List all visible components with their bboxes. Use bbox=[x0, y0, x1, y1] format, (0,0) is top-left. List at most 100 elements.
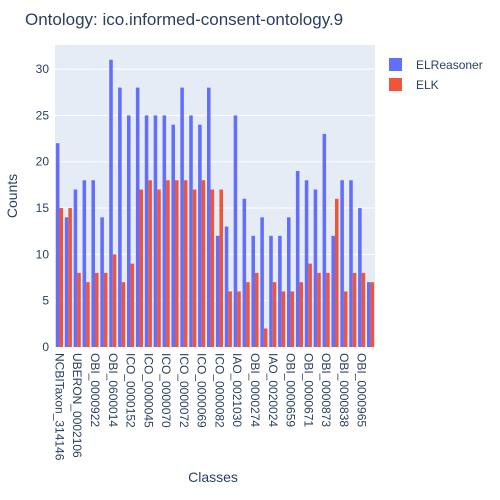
x-tick-label: ICO_0000045 bbox=[141, 353, 155, 428]
bar-elreasoner-25 bbox=[269, 235, 273, 347]
bar-elk-10 bbox=[139, 189, 143, 347]
bar-elk-1 bbox=[59, 208, 63, 347]
bar-elk-33 bbox=[343, 291, 348, 347]
x-tick-label: OBI_0600014 bbox=[106, 353, 120, 427]
bar-elreasoner-9 bbox=[127, 115, 131, 348]
x-tick-label: OBI_0000873 bbox=[319, 353, 333, 427]
bar-elreasoner-36 bbox=[367, 282, 371, 347]
bar-elk-29 bbox=[308, 263, 312, 347]
x-tick-label: ICO_0000082 bbox=[212, 353, 226, 428]
bar-elreasoner-18 bbox=[207, 87, 211, 348]
y-tick-label: 5 bbox=[42, 294, 49, 308]
bar-elk-5 bbox=[95, 272, 99, 347]
bar-elreasoner-11 bbox=[144, 115, 149, 348]
x-tick-label: ICO_0000152 bbox=[124, 353, 138, 428]
bar-elreasoner-12 bbox=[153, 115, 158, 348]
bar-elk-26 bbox=[281, 291, 286, 347]
x-tick-label: NCBITaxon_314146 bbox=[52, 353, 66, 461]
bar-elk-27 bbox=[290, 291, 295, 347]
bar-elreasoner-1 bbox=[55, 143, 60, 347]
bar-elk-14 bbox=[175, 180, 179, 347]
bar-elk-3 bbox=[77, 272, 81, 347]
bar-elreasoner-34 bbox=[349, 180, 353, 347]
x-tick-label: OBI_0000274 bbox=[248, 353, 262, 427]
y-tick-label: 0 bbox=[42, 340, 49, 354]
bar-elreasoner-13 bbox=[162, 115, 167, 348]
legend-label-elk: ELK bbox=[416, 78, 439, 92]
bar-elk-19 bbox=[219, 189, 223, 347]
bar-elk-18 bbox=[210, 189, 215, 347]
bar-elk-23 bbox=[255, 272, 259, 347]
bar-elreasoner-30 bbox=[313, 189, 318, 347]
bar-elk-36 bbox=[370, 282, 375, 347]
y-tick-label: 20 bbox=[36, 155, 50, 169]
bar-elk-17 bbox=[201, 180, 206, 347]
bar-elk-31 bbox=[326, 272, 330, 347]
bar-elreasoner-23 bbox=[251, 235, 255, 347]
bar-elreasoner-24 bbox=[260, 217, 264, 347]
bar-elreasoner-7 bbox=[109, 59, 113, 347]
bar-elk-24 bbox=[263, 328, 268, 347]
x-tick-label: IAO_0021030 bbox=[230, 353, 244, 427]
bar-elreasoner-5 bbox=[91, 180, 95, 347]
chart-title: Ontology: ico.informed-consent-ontology.… bbox=[25, 10, 343, 29]
bar-elreasoner-26 bbox=[278, 235, 282, 347]
bar-elk-12 bbox=[157, 189, 161, 347]
legend: ELReasoner ELK bbox=[389, 58, 483, 92]
bars bbox=[55, 59, 375, 348]
bar-elreasoner-2 bbox=[64, 217, 69, 347]
bar-elreasoner-14 bbox=[171, 124, 175, 347]
bar-elk-22 bbox=[246, 282, 250, 347]
bar-elk-9 bbox=[130, 263, 135, 347]
y-tick-label: 15 bbox=[36, 201, 50, 215]
bar-elk-25 bbox=[272, 282, 277, 347]
bar-elreasoner-22 bbox=[242, 198, 247, 347]
y-axis-title: Counts bbox=[4, 174, 20, 218]
x-tick-label: OBI_0000922 bbox=[88, 353, 102, 427]
bar-elreasoner-17 bbox=[198, 124, 202, 347]
bar-elk-7 bbox=[112, 254, 117, 347]
x-tick-label: UBERON_0002106 bbox=[70, 353, 84, 458]
bar-elk-32 bbox=[335, 198, 339, 347]
bar-elreasoner-8 bbox=[118, 87, 122, 348]
bar-elreasoner-15 bbox=[180, 87, 184, 348]
x-tick-label: IAO_0020024 bbox=[266, 353, 280, 427]
bar-elreasoner-20 bbox=[224, 226, 229, 347]
plot-area bbox=[55, 45, 375, 347]
bar-elreasoner-35 bbox=[358, 208, 362, 347]
bar-elreasoner-31 bbox=[322, 133, 327, 347]
y-axis-ticks: 0 5 10 15 20 25 30 bbox=[36, 62, 50, 354]
bar-elreasoner-29 bbox=[304, 180, 309, 347]
bar-elreasoner-10 bbox=[135, 87, 140, 348]
bar-elk-2 bbox=[68, 208, 72, 347]
legend-label-elreasoner: ELReasoner bbox=[416, 58, 483, 72]
bar-elk-13 bbox=[166, 180, 170, 347]
bar-elreasoner-27 bbox=[287, 217, 291, 347]
x-tick-label: OBI_0000838 bbox=[337, 353, 351, 427]
bar-elk-4 bbox=[86, 282, 90, 347]
bar-elreasoner-19 bbox=[215, 235, 220, 347]
bar-elk-15 bbox=[183, 180, 188, 347]
bar-elreasoner-16 bbox=[189, 115, 193, 348]
bar-elreasoner-33 bbox=[340, 180, 344, 347]
bar-elreasoner-32 bbox=[331, 235, 335, 347]
x-tick-label: ICO_0000069 bbox=[195, 353, 209, 428]
bar-elreasoner-3 bbox=[73, 189, 78, 347]
bar-elk-16 bbox=[192, 189, 197, 347]
bar-elk-34 bbox=[352, 272, 357, 347]
y-tick-label: 30 bbox=[36, 62, 50, 76]
y-tick-label: 10 bbox=[36, 247, 50, 261]
x-tick-label: OBI_0000659 bbox=[284, 353, 298, 427]
legend-swatch-elreasoner bbox=[389, 58, 402, 71]
legend-swatch-elk bbox=[389, 78, 402, 91]
bar-elreasoner-21 bbox=[233, 115, 238, 348]
bar-elk-35 bbox=[361, 272, 366, 347]
bar-elreasoner-28 bbox=[295, 170, 300, 347]
x-axis-title: Classes bbox=[188, 469, 238, 485]
x-tick-label: ICO_0000070 bbox=[159, 353, 173, 428]
bar-elk-8 bbox=[121, 282, 126, 347]
x-axis-ticks: NCBITaxon_314146 UBERON_0002106 OBI_000092… bbox=[52, 353, 368, 461]
bar-elk-11 bbox=[148, 180, 152, 347]
bar-elreasoner-4 bbox=[82, 180, 87, 347]
